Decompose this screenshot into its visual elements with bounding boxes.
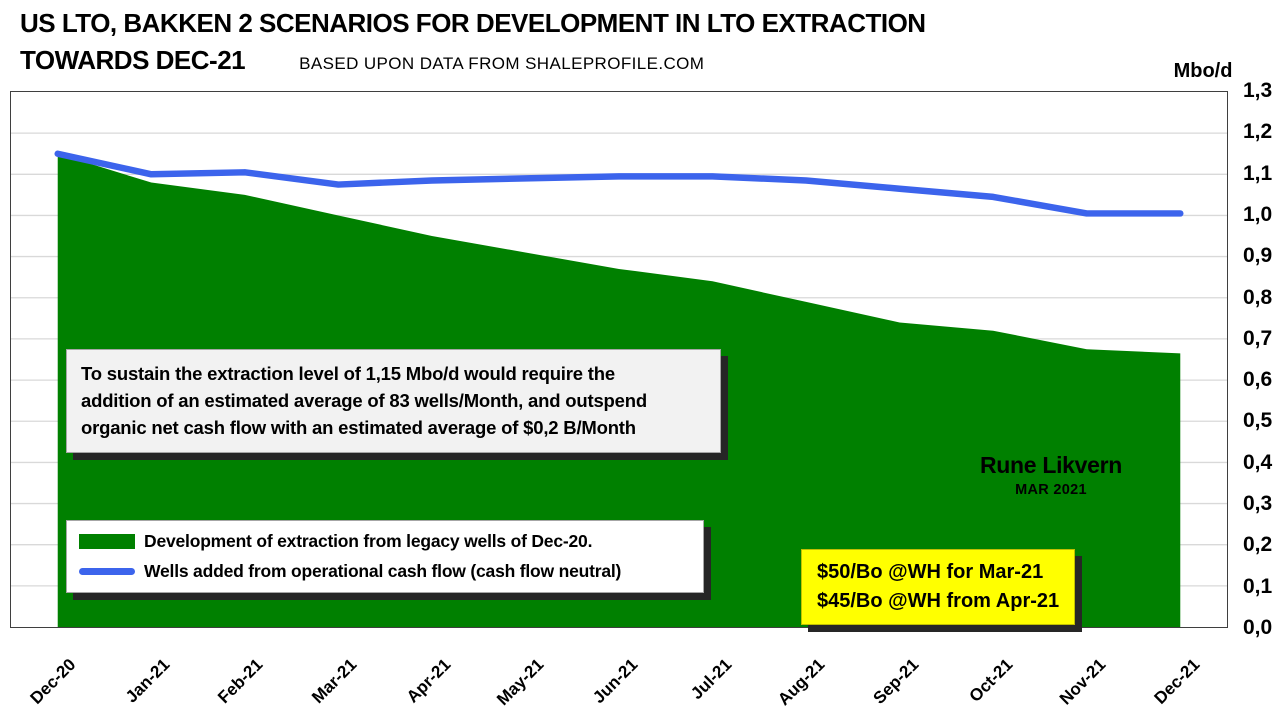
- x-tick-label: Feb-21: [214, 654, 267, 708]
- title-row-2: TOWARDS DEC-21 BASED UPON DATA FROM SHAL…: [20, 45, 926, 76]
- legend-item: Development of extraction from legacy we…: [79, 531, 691, 552]
- x-tick-label: May-21: [493, 654, 548, 710]
- chart-title-line1: US LTO, BAKKEN 2 SCENARIOS FOR DEVELOPME…: [20, 8, 926, 38]
- title-block: US LTO, BAKKEN 2 SCENARIOS FOR DEVELOPME…: [20, 8, 926, 76]
- y-tick-label: 0,5: [1243, 409, 1273, 433]
- y-tick-label: 0,0: [1243, 616, 1273, 639]
- y-tick-label: 1,3: [1243, 79, 1273, 102]
- x-tick-label: Dec-20: [26, 654, 80, 708]
- y-axis-unit-label: Mbo/d: [1173, 60, 1233, 82]
- price-line-2: $45/Bo @WH from Apr-21: [817, 590, 1060, 612]
- y-tick-label: 0,3: [1243, 492, 1273, 516]
- x-tick-label: Jan-21: [121, 654, 173, 707]
- legend-item-label: Wells added from operational cash flow (…: [144, 561, 622, 581]
- legend-area-swatch-icon: [79, 534, 135, 549]
- signature-name: Rune Likvern: [979, 452, 1123, 478]
- x-tick-label: Oct-21: [965, 654, 1017, 706]
- y-tick-label: 1,2: [1243, 120, 1273, 144]
- x-tick-label: Aug-21: [774, 654, 829, 710]
- legend-line-swatch-icon: [79, 568, 135, 575]
- chart-subtitle: BASED UPON DATA FROM SHALEPROFILE.COM: [299, 54, 705, 73]
- x-tick-label: Sep-21: [869, 654, 923, 708]
- y-tick-label: 0,4: [1243, 450, 1273, 474]
- y-tick-label: 0,8: [1243, 285, 1273, 309]
- legend-item: Wells added from operational cash flow (…: [79, 561, 691, 582]
- x-tick-label: Apr-21: [402, 654, 454, 707]
- chart-title-line2: TOWARDS DEC-21: [20, 45, 246, 75]
- x-tick-label: Jul-21: [686, 654, 736, 704]
- y-tick-label: 1,0: [1243, 202, 1273, 226]
- price-line-1: $50/Bo @WH for Mar-21: [817, 561, 1044, 583]
- plot-area: To sustain the extraction level of 1,15 …: [10, 91, 1228, 628]
- legend-item-label: Development of extraction from legacy we…: [144, 531, 593, 551]
- signature-date: MAR 2021: [1015, 482, 1087, 498]
- signature: Rune Likvern MAR 2021: [901, 452, 1201, 498]
- x-tick-label: Mar-21: [308, 654, 361, 708]
- legend-box: Development of extraction from legacy we…: [66, 520, 704, 593]
- x-tick-label: Jun-21: [589, 654, 642, 708]
- x-tick-label: Dec-21: [1150, 654, 1204, 708]
- y-tick-label: 0,1: [1243, 574, 1273, 598]
- y-tick-label: 0,2: [1243, 533, 1273, 557]
- wells-added-line: [54, 150, 1184, 217]
- y-tick-label: 0,6: [1243, 368, 1273, 392]
- x-tick-label: Nov-21: [1056, 654, 1110, 709]
- y-tick-label: 0,9: [1243, 244, 1273, 268]
- y-tick-label: 1,1: [1243, 161, 1273, 185]
- price-callout-box: $50/Bo @WH for Mar-21 $45/Bo @WH from Ap…: [801, 549, 1076, 625]
- y-tick-label: 0,7: [1243, 326, 1273, 350]
- annotation-box: To sustain the extraction level of 1,15 …: [66, 349, 721, 454]
